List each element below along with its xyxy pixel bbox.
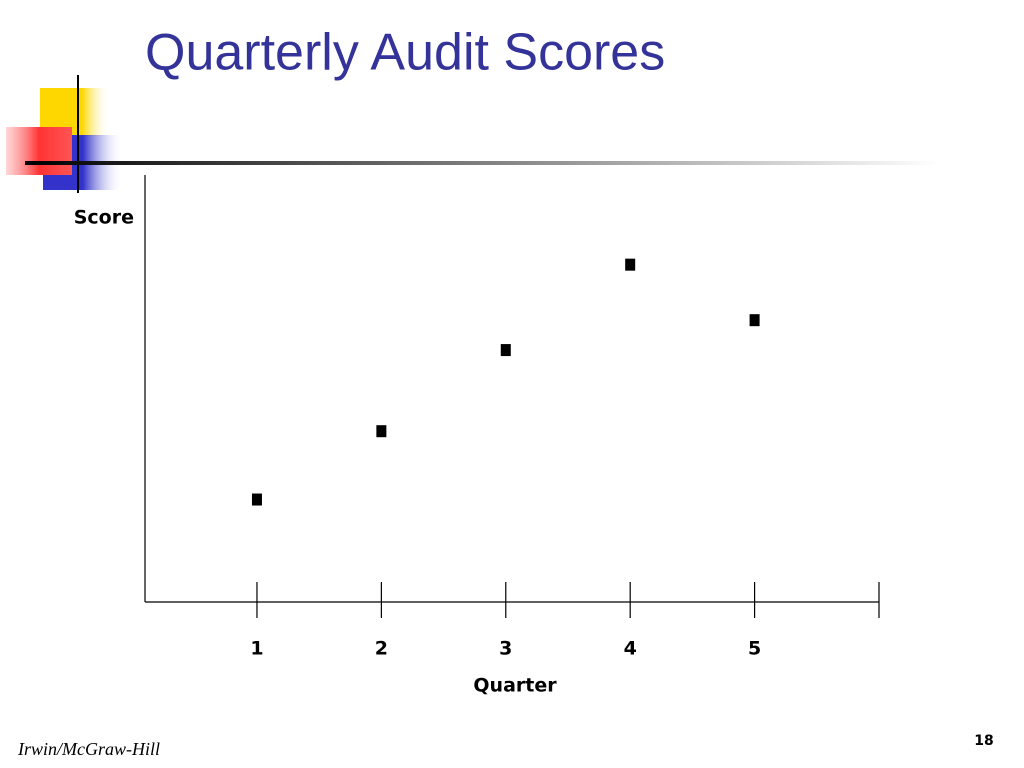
x-tick-label: 2 bbox=[375, 638, 388, 660]
point bbox=[625, 258, 636, 271]
x-tick-label: 1 bbox=[250, 638, 263, 660]
point bbox=[749, 314, 760, 327]
point bbox=[376, 425, 387, 438]
slide-title: Quarterly Audit Scores bbox=[145, 24, 665, 82]
x-tick-label: 3 bbox=[499, 638, 512, 660]
logo bbox=[6, 75, 940, 193]
x-tick-label: 5 bbox=[748, 638, 761, 660]
point bbox=[251, 493, 262, 506]
x-tick-label: 4 bbox=[624, 638, 637, 660]
point bbox=[500, 344, 511, 357]
page-number: 18 bbox=[974, 733, 993, 749]
y-axis-label: Score bbox=[74, 207, 134, 229]
footer: Irwin/McGraw-Hill bbox=[17, 739, 160, 759]
x-axis-label: Quarter bbox=[473, 675, 557, 697]
